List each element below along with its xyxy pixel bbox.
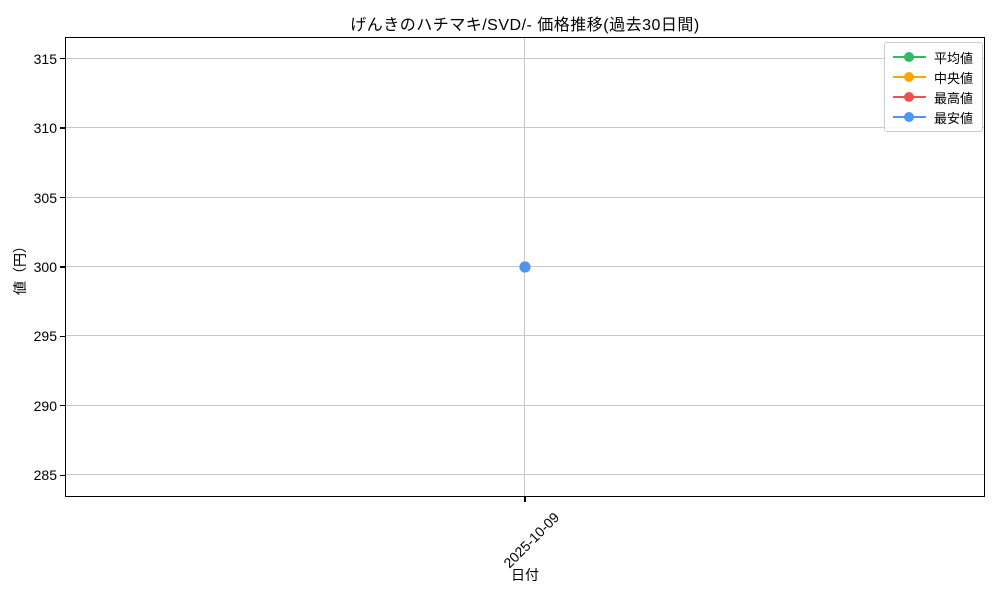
chart-title: げんきのハチマキ/SVD/- 価格推移(過去30日間) — [350, 17, 700, 34]
legend-marker-icon — [904, 92, 915, 102]
gridline-horizontal — [66, 127, 984, 129]
legend-item: 平均値 — [892, 49, 973, 66]
legend-line-sample — [892, 52, 926, 62]
y-tick-mark — [60, 335, 65, 338]
gridline-horizontal — [66, 57, 984, 59]
y-tick-label: 310 — [33, 120, 57, 137]
y-tick-label: 285 — [33, 467, 57, 484]
legend-item: 中央値 — [892, 69, 973, 86]
legend-item: 最安値 — [892, 109, 973, 126]
y-tick-mark — [60, 266, 65, 268]
legend: 平均値中央値最高値最安値 — [883, 42, 983, 132]
y-tick-label: 290 — [33, 397, 57, 414]
legend-label: 平均値 — [933, 50, 973, 66]
legend-marker-icon — [904, 112, 915, 122]
legend-line-sample — [892, 112, 926, 122]
y-tick-mark — [60, 127, 65, 129]
x-axis-label: 日付 — [511, 567, 539, 583]
legend-label: 最高値 — [933, 90, 973, 106]
legend-item: 最高値 — [892, 89, 973, 106]
legend-marker-icon — [904, 72, 915, 82]
y-tick-mark — [60, 196, 65, 199]
y-tick-mark — [60, 58, 65, 60]
legend-marker-icon — [904, 52, 915, 62]
y-tick-label: 315 — [33, 50, 57, 67]
x-tick-mark — [524, 497, 526, 502]
y-tick-mark — [60, 405, 65, 407]
gridline-horizontal — [66, 474, 984, 476]
legend-line-sample — [892, 92, 926, 102]
gridline-horizontal — [66, 404, 984, 406]
legend-line-sample — [892, 72, 926, 82]
y-tick-mark — [60, 474, 65, 476]
gridline-horizontal — [66, 196, 984, 198]
y-tick-label: 300 — [33, 259, 57, 275]
plot-area — [65, 37, 985, 497]
legend-label: 最安値 — [933, 110, 973, 126]
y-tick-label: 305 — [33, 189, 57, 206]
y-tick-label: 295 — [33, 328, 57, 345]
legend-label: 中央値 — [933, 70, 973, 86]
gridline-horizontal — [66, 335, 984, 337]
data-point-最安値 — [519, 261, 530, 272]
